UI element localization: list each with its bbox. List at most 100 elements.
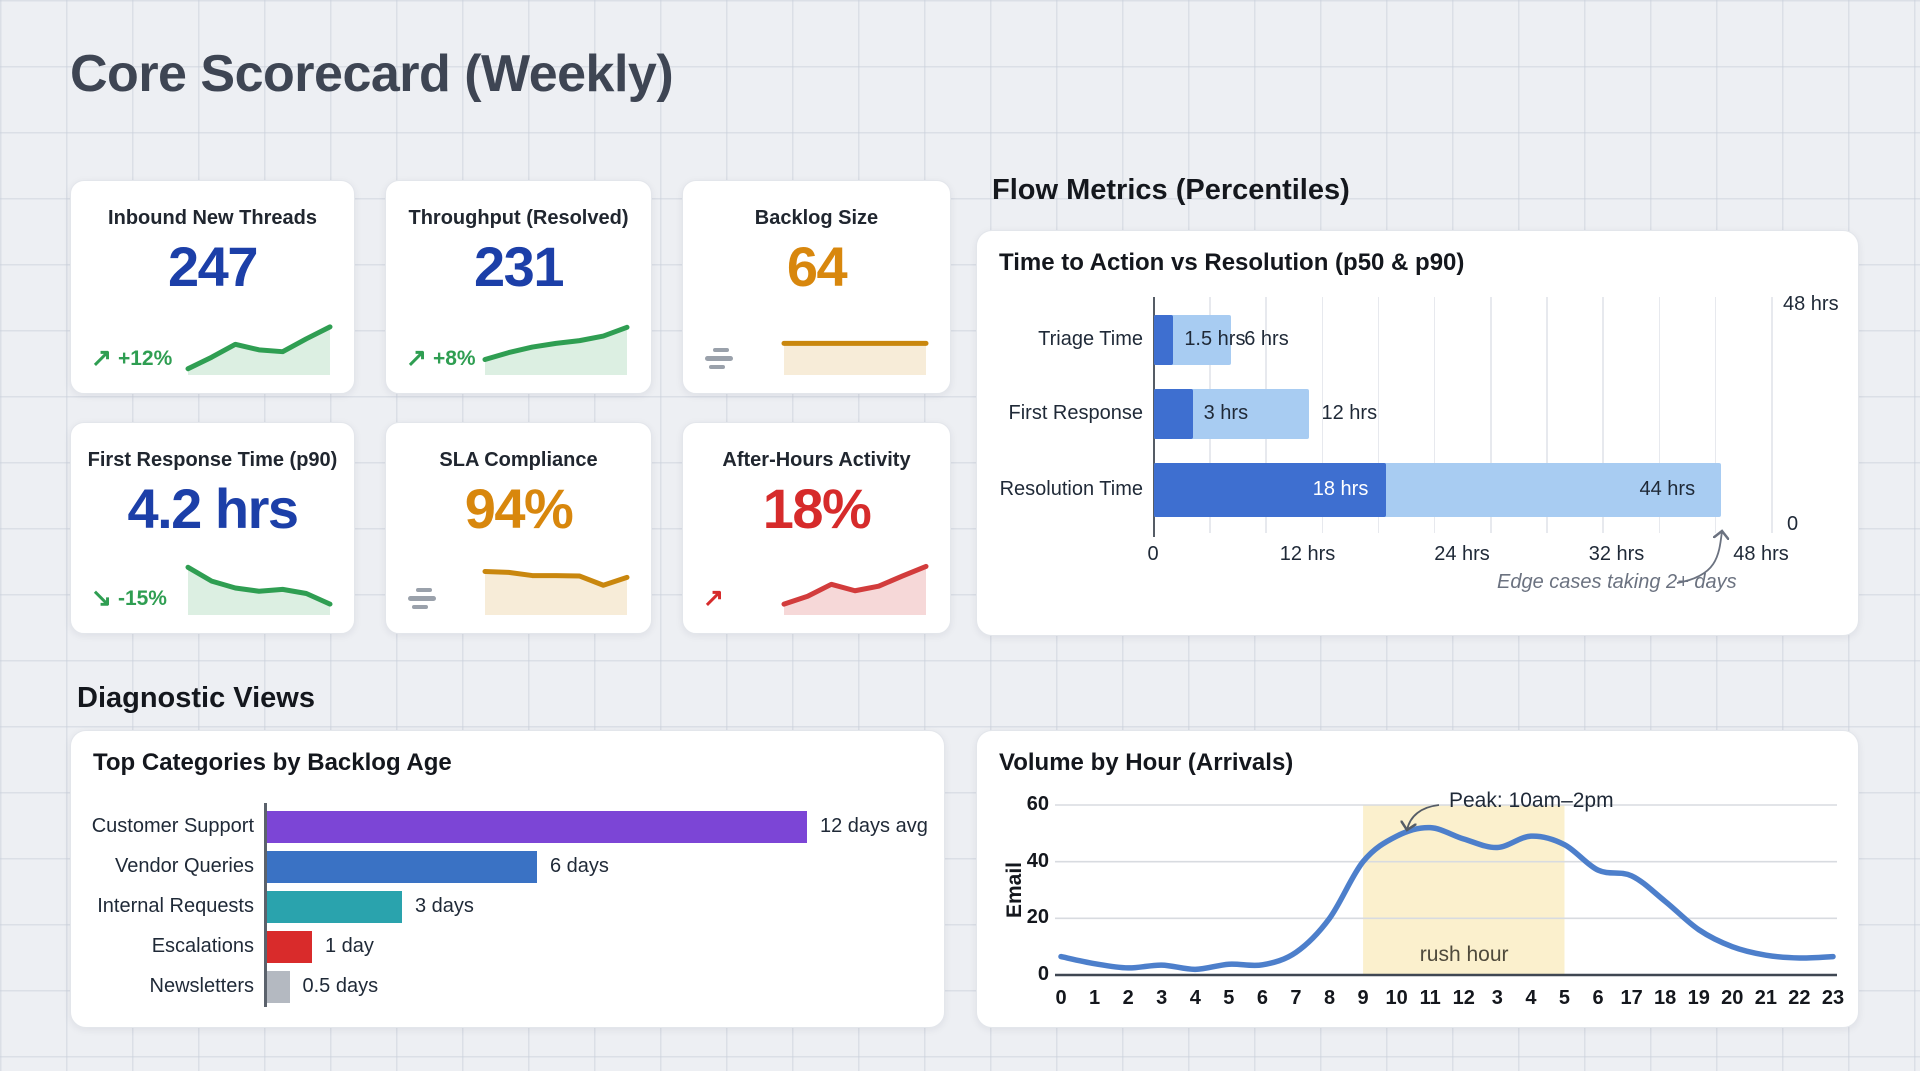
- volume-x-tick: 3: [1156, 987, 1168, 1009]
- kpi-bottom: ↗: [703, 559, 930, 617]
- volume-y-tick: 40: [1026, 849, 1049, 872]
- volume-y-tick: 0: [1037, 963, 1049, 985]
- flow-x-tick: 0: [1147, 543, 1159, 565]
- backlog-value-label: 6 days: [550, 855, 609, 877]
- flow-gridline: [1377, 297, 1380, 533]
- p50-bar: [1154, 315, 1174, 365]
- volume-chart-title: Volume by Hour (Arrivals): [999, 749, 1294, 776]
- kpi-bottom: [406, 559, 631, 617]
- backlog-category-label: Customer Support: [91, 815, 254, 837]
- backlog-value-label: 1 day: [325, 935, 374, 957]
- steady-trend-icon: [406, 587, 436, 609]
- trend-up-icon: ↗: [91, 344, 112, 372]
- backlog-value-label: 3 days: [415, 895, 474, 917]
- backlog-value-label: 12 days avg: [820, 815, 928, 837]
- kpi-sparkline: [781, 563, 929, 615]
- flow-metrics-panel: Time to Action vs Resolution (p50 & p90)…: [976, 230, 1859, 636]
- volume-by-hour-panel: Volume by Hour (Arrivals) 0 20 40 60 0 1 2 3 4 5 6…: [976, 730, 1859, 1028]
- kpi-delta-value: +8%: [432, 346, 476, 370]
- flow-row-label: First Response: [1008, 402, 1144, 424]
- backlog-bar: [267, 971, 290, 1003]
- volume-chart-svg: [1055, 804, 1837, 977]
- volume-x-tick: 4: [1189, 987, 1201, 1009]
- kpi-card: Throughput (Resolved) 231 ↗ +8%: [385, 180, 652, 394]
- kpi-title: Inbound New Threads: [108, 207, 317, 229]
- p50-bar-label: 18 hrs: [1312, 478, 1369, 500]
- kpi-card: Backlog Size 64: [682, 180, 951, 394]
- steady-dash: [408, 596, 436, 601]
- flow-x-tick: 32 hrs: [1588, 543, 1645, 565]
- kpi-value: 4.2 hrs: [127, 477, 299, 540]
- kpi-card: First Response Time (p90) 4.2 hrs ↘ -15%: [70, 422, 355, 634]
- kpi-bottom: [703, 319, 930, 377]
- backlog-category-label: Internal Requests: [97, 895, 254, 917]
- flow-chart-title: Time to Action vs Resolution (p50 & p90): [999, 249, 1465, 276]
- kpi-delta-value: +12%: [117, 346, 173, 370]
- volume-x-tick: 9: [1357, 987, 1369, 1009]
- steady-dash: [416, 587, 432, 592]
- kpi-bottom: ↘ -15%: [91, 559, 334, 617]
- backlog-value-label: 0.5 days: [302, 975, 379, 997]
- flow-x-tick: 24 hrs: [1434, 543, 1490, 565]
- volume-x-tick: 23: [1821, 987, 1845, 1009]
- kpi-title: Backlog Size: [754, 207, 879, 229]
- volume-x-tick: 8: [1323, 987, 1336, 1009]
- peak-annotation-arrow: [1407, 804, 1440, 830]
- volume-y-tick: 20: [1026, 906, 1049, 929]
- flow-x-tick: 12 hrs: [1279, 543, 1336, 565]
- trend-up-icon: ↗: [703, 584, 724, 612]
- volume-x-tick: 4: [1525, 987, 1537, 1009]
- volume-line: [1058, 824, 1836, 973]
- volume-x-tick: 22: [1788, 987, 1811, 1009]
- volume-x-tick: 5: [1558, 987, 1571, 1009]
- flow-row-label: Resolution Time: [999, 478, 1143, 500]
- page-title: Core Scorecard (Weekly): [70, 45, 674, 103]
- flow-right-top-label: 48 hrs: [1783, 293, 1839, 315]
- flow-gridline: [1546, 297, 1548, 533]
- diagnostic-section-heading: Diagnostic Views: [77, 682, 315, 714]
- flow-gridline: [1321, 297, 1324, 533]
- p50-bar-label: 3 hrs: [1203, 402, 1249, 424]
- kpi-sparkline: [781, 340, 929, 375]
- volume-chart: 0 20 40 60 0 1 2 3 4 5 6 7 8 9 10 11 12 3 4 5 6 17 18 19 20 21 22 2…: [977, 731, 1858, 1027]
- flow-gridline: [1771, 297, 1773, 533]
- backlog-chart-title: Top Categories by Backlog Age: [93, 749, 452, 776]
- kpi-grid: Inbound New Threads 247 ↗ +12% Throughput (R…: [70, 180, 951, 634]
- backlog-age-panel: Top Categories by Backlog Age Customer S…: [70, 730, 945, 1028]
- volume-x-tick: 2: [1122, 987, 1134, 1009]
- flow-x-tick: 48 hrs: [1733, 543, 1789, 565]
- volume-y-axis-label: Email: [1003, 861, 1027, 919]
- kpi-value: 18%: [762, 477, 872, 540]
- backlog-category-label: Escalations: [151, 935, 254, 957]
- kpi-bottom: ↗ +12%: [91, 319, 334, 377]
- flow-gridline: [1602, 297, 1604, 533]
- sparkline-line: [482, 324, 630, 362]
- kpi-sparkline: [185, 324, 333, 375]
- sparkline-line: [185, 324, 333, 372]
- steady-trend-icon: [703, 347, 733, 369]
- flow-gridline: [1714, 297, 1717, 533]
- kpi-delta: ↘ -15%: [91, 586, 167, 611]
- flow-right-zero-label: 0: [1787, 513, 1799, 535]
- kpi-bottom: ↗ +8%: [406, 319, 631, 377]
- backlog-chart: Customer Support 12 days avg Vendor Querie…: [71, 731, 944, 1027]
- volume-x-tick: 10: [1385, 987, 1408, 1009]
- backlog-y-axis: [264, 803, 267, 1007]
- volume-x-tick: 0: [1055, 987, 1067, 1009]
- p50-bar: [1154, 463, 1386, 517]
- trend-down-icon: ↘: [91, 584, 112, 612]
- trend-up-icon: ↗: [406, 344, 427, 372]
- volume-x-tick: 11: [1419, 987, 1441, 1009]
- volume-x-tick: 12: [1452, 987, 1475, 1009]
- steady-dash: [705, 356, 733, 361]
- volume-x-tick: 6: [1256, 987, 1268, 1009]
- flow-chart: Triage Time 1.5 hrs 6 hrs First Response 3 h…: [977, 231, 1858, 635]
- kpi-sparkline: [185, 564, 333, 615]
- backlog-category-label: Vendor Queries: [115, 855, 254, 877]
- sparkline-fill: [188, 567, 330, 615]
- flow-gridline: [1490, 297, 1492, 533]
- sparkline-fill: [784, 343, 926, 375]
- kpi-title: SLA Compliance: [439, 449, 598, 471]
- volume-y-tick: 60: [1026, 793, 1049, 815]
- volume-x-tick: 21: [1754, 987, 1777, 1009]
